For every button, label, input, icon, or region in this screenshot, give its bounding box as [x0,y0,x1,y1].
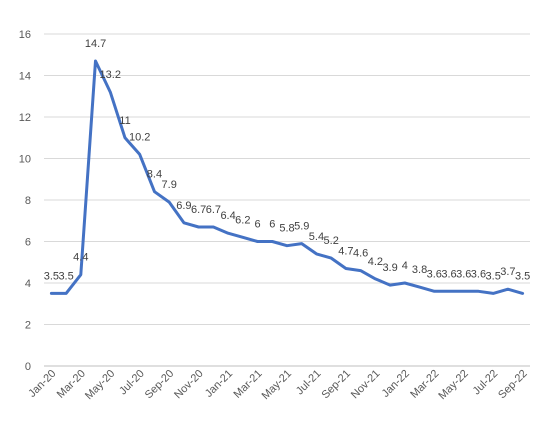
x-tick-label: Jan-22 [380,368,412,400]
data-label: 3.5 [515,270,530,282]
x-tick-label: May-20 [83,368,117,402]
x-tick-label: Jan-20 [26,368,58,400]
data-label: 4.7 [338,245,353,257]
x-tick-label: May-21 [260,368,294,402]
data-label: 10.2 [129,131,150,143]
data-label: 6.7 [191,204,206,216]
data-label: 4.2 [368,256,383,268]
x-tick-label: Mar-20 [55,368,88,401]
x-tick-label: Nov-20 [172,368,206,402]
data-label: 4.6 [353,248,368,260]
data-label: 3.5 [486,270,501,282]
y-tick-label: 12 [19,112,31,124]
data-label: 6.9 [176,200,191,212]
data-label: 5.4 [309,231,324,243]
y-tick-label: 14 [19,71,31,83]
data-label: 6 [269,219,275,231]
y-tick-label: 2 [25,320,31,332]
x-tick-label: Sep-22 [496,368,530,402]
data-label: 3.8 [412,264,427,276]
data-label: 4 [402,260,408,272]
data-label: 5.9 [294,221,309,233]
y-tick-label: 16 [19,29,31,41]
series-line-group [49,59,525,295]
data-label: 4.4 [73,252,88,264]
data-label: 11 [119,115,130,127]
x-tick-label: May-22 [436,368,470,402]
y-tick-label: 10 [19,154,31,166]
data-label: 3.7 [500,266,515,278]
data-label: 3.6 [441,268,456,280]
gridlines [44,33,530,367]
y-axis: 0 2 4 6 8 10 12 14 16 [19,29,31,373]
x-tick-label: Mar-21 [232,368,265,401]
x-tick-label: Nov-21 [349,368,383,402]
data-label: 5.2 [324,235,339,247]
x-tick-label: Jan-21 [203,368,235,400]
data-label: 5.8 [279,223,294,235]
data-label: 8.4 [147,169,162,181]
data-label: 6.2 [235,214,250,226]
series-line [49,59,525,295]
data-label: 14.7 [85,38,106,50]
data-label: 7.9 [162,179,177,191]
data-label: 3.5 [58,270,73,282]
data-label: 3.6 [456,268,471,280]
y-tick-label: 8 [25,195,31,207]
data-label: 13.2 [100,69,121,81]
data-label: 6.4 [220,210,235,222]
data-label: 3.9 [382,262,397,274]
x-tick-label: Mar-22 [408,368,441,401]
x-tick-label: Sep-21 [319,368,353,402]
y-tick-label: 6 [25,237,31,249]
data-label: 3.6 [471,268,486,280]
data-label: 6.7 [206,204,221,216]
data-label: 3.6 [427,268,442,280]
data-label: 6 [254,219,260,231]
y-tick-label: 4 [25,278,31,290]
x-tick-label: Sep-20 [143,368,177,402]
data-label: 3.5 [44,270,59,282]
y-tick-label: 0 [25,361,31,373]
